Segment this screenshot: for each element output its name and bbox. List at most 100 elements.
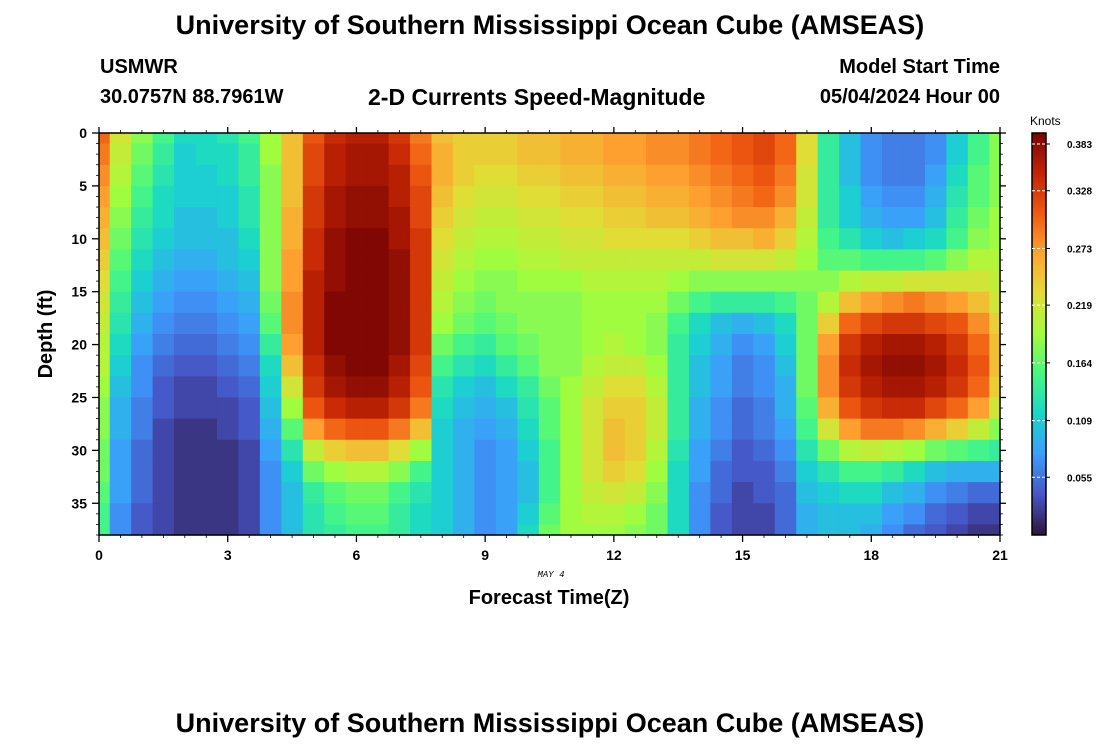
heatmap-cell (345, 439, 368, 462)
heatmap-cell (216, 270, 240, 293)
heatmap-cell (538, 503, 561, 526)
heatmap-cell (195, 249, 218, 272)
heatmap-cell (624, 228, 647, 250)
heatmap-cell (367, 524, 390, 536)
heatmap-cell (388, 143, 411, 166)
heatmap-cell (281, 376, 304, 399)
heatmap-cell (581, 355, 604, 377)
heatmap-cell (903, 228, 926, 250)
heatmap-cell (688, 228, 711, 250)
heatmap-cell (989, 460, 1001, 483)
heatmap-cell (410, 143, 433, 166)
heatmap-cell (989, 312, 1001, 335)
heatmap-cell (109, 460, 132, 483)
heatmap-cell (646, 249, 669, 272)
heatmap-cell (603, 418, 626, 441)
heatmap-cell (410, 397, 433, 420)
heatmap-cell (603, 503, 626, 526)
heatmap-cell (860, 482, 883, 504)
heatmap-cell (860, 207, 883, 229)
heatmap-cell (860, 460, 883, 483)
heatmap-cell (495, 291, 518, 314)
heatmap-cell (839, 334, 862, 356)
heatmap-cell (431, 228, 454, 250)
heatmap-cell (603, 185, 626, 208)
heatmap-cell (302, 270, 325, 293)
heatmap-cell (431, 460, 454, 483)
heatmap-cell (731, 503, 754, 526)
heatmap-cell (882, 439, 905, 462)
heatmap-cell (410, 291, 433, 314)
heatmap-cell (345, 397, 368, 420)
heatmap-cell (324, 355, 347, 377)
heatmap-cell (624, 185, 647, 208)
heatmap-cell (946, 503, 969, 526)
heatmap-cell (109, 207, 132, 229)
heatmap-cell (624, 143, 647, 166)
heatmap-cell (753, 334, 776, 356)
heatmap-cell (431, 439, 454, 462)
model-start-value: 05/04/2024 Hour 00 (819, 86, 1000, 108)
heatmap-cell (131, 482, 154, 504)
heatmap-cell (281, 185, 304, 208)
heatmap-cell (903, 270, 926, 293)
heatmap-cell (924, 460, 947, 483)
heatmap-cell (152, 164, 175, 187)
heatmap-cell (410, 355, 433, 377)
heatmap-cell (131, 312, 154, 335)
heatmap-cell (560, 164, 583, 187)
heatmap-cell (946, 418, 969, 441)
heatmap-cell (667, 133, 690, 145)
heatmap-cell (903, 207, 926, 229)
heatmap-cell (989, 355, 1001, 377)
heatmap-cell (688, 185, 711, 208)
heatmap-cell (967, 185, 990, 208)
heatmap-cell (474, 312, 497, 335)
heatmap-cell (581, 503, 604, 526)
heatmap-cell (367, 185, 390, 208)
heatmap-cell (817, 397, 840, 420)
heatmap-cell (753, 143, 776, 166)
heatmap-cell (174, 249, 197, 272)
heatmap-cell (667, 185, 690, 208)
heatmap-cell (624, 460, 647, 483)
heatmap-cell (517, 397, 540, 420)
heatmap-cell (152, 524, 175, 536)
heatmap-cell (131, 355, 154, 377)
heatmap-cell (710, 249, 733, 272)
heatmap-cell (345, 207, 368, 229)
heatmap-cell (345, 418, 368, 441)
heatmap-cell (152, 397, 175, 420)
heatmap-cell (517, 482, 540, 504)
heatmap-cell (195, 143, 218, 166)
heatmap-cell (324, 524, 347, 536)
heatmap-cell (710, 228, 733, 250)
heatmap-cell (345, 143, 368, 166)
heatmap-cell (860, 143, 883, 166)
heatmap-cell (259, 439, 282, 462)
heatmap-cell (152, 460, 175, 483)
heatmap-cell (495, 133, 518, 145)
heatmap-cell (131, 185, 154, 208)
heatmap-cell (367, 460, 390, 483)
heatmap-cell (538, 133, 561, 145)
heatmap-cell (731, 524, 754, 536)
heatmap-cell (774, 482, 797, 504)
heatmap-cell (753, 312, 776, 335)
heatmap-cell (495, 185, 518, 208)
heatmap-cell (152, 334, 175, 356)
heatmap-cell (688, 418, 711, 441)
heatmap-cell (302, 503, 325, 526)
heatmap-cell (281, 249, 304, 272)
heatmap-cell (281, 270, 304, 293)
heatmap-cell (431, 397, 454, 420)
heatmap-cell (109, 270, 132, 293)
heatmap-cell (517, 270, 540, 293)
heatmap-cell (989, 207, 1001, 229)
heatmap-cell (967, 460, 990, 483)
heatmap-cell (603, 439, 626, 462)
heatmap-cell (345, 228, 368, 250)
heatmap-cell (517, 503, 540, 526)
heatmap-cell (946, 133, 969, 145)
heatmap-cell (667, 397, 690, 420)
